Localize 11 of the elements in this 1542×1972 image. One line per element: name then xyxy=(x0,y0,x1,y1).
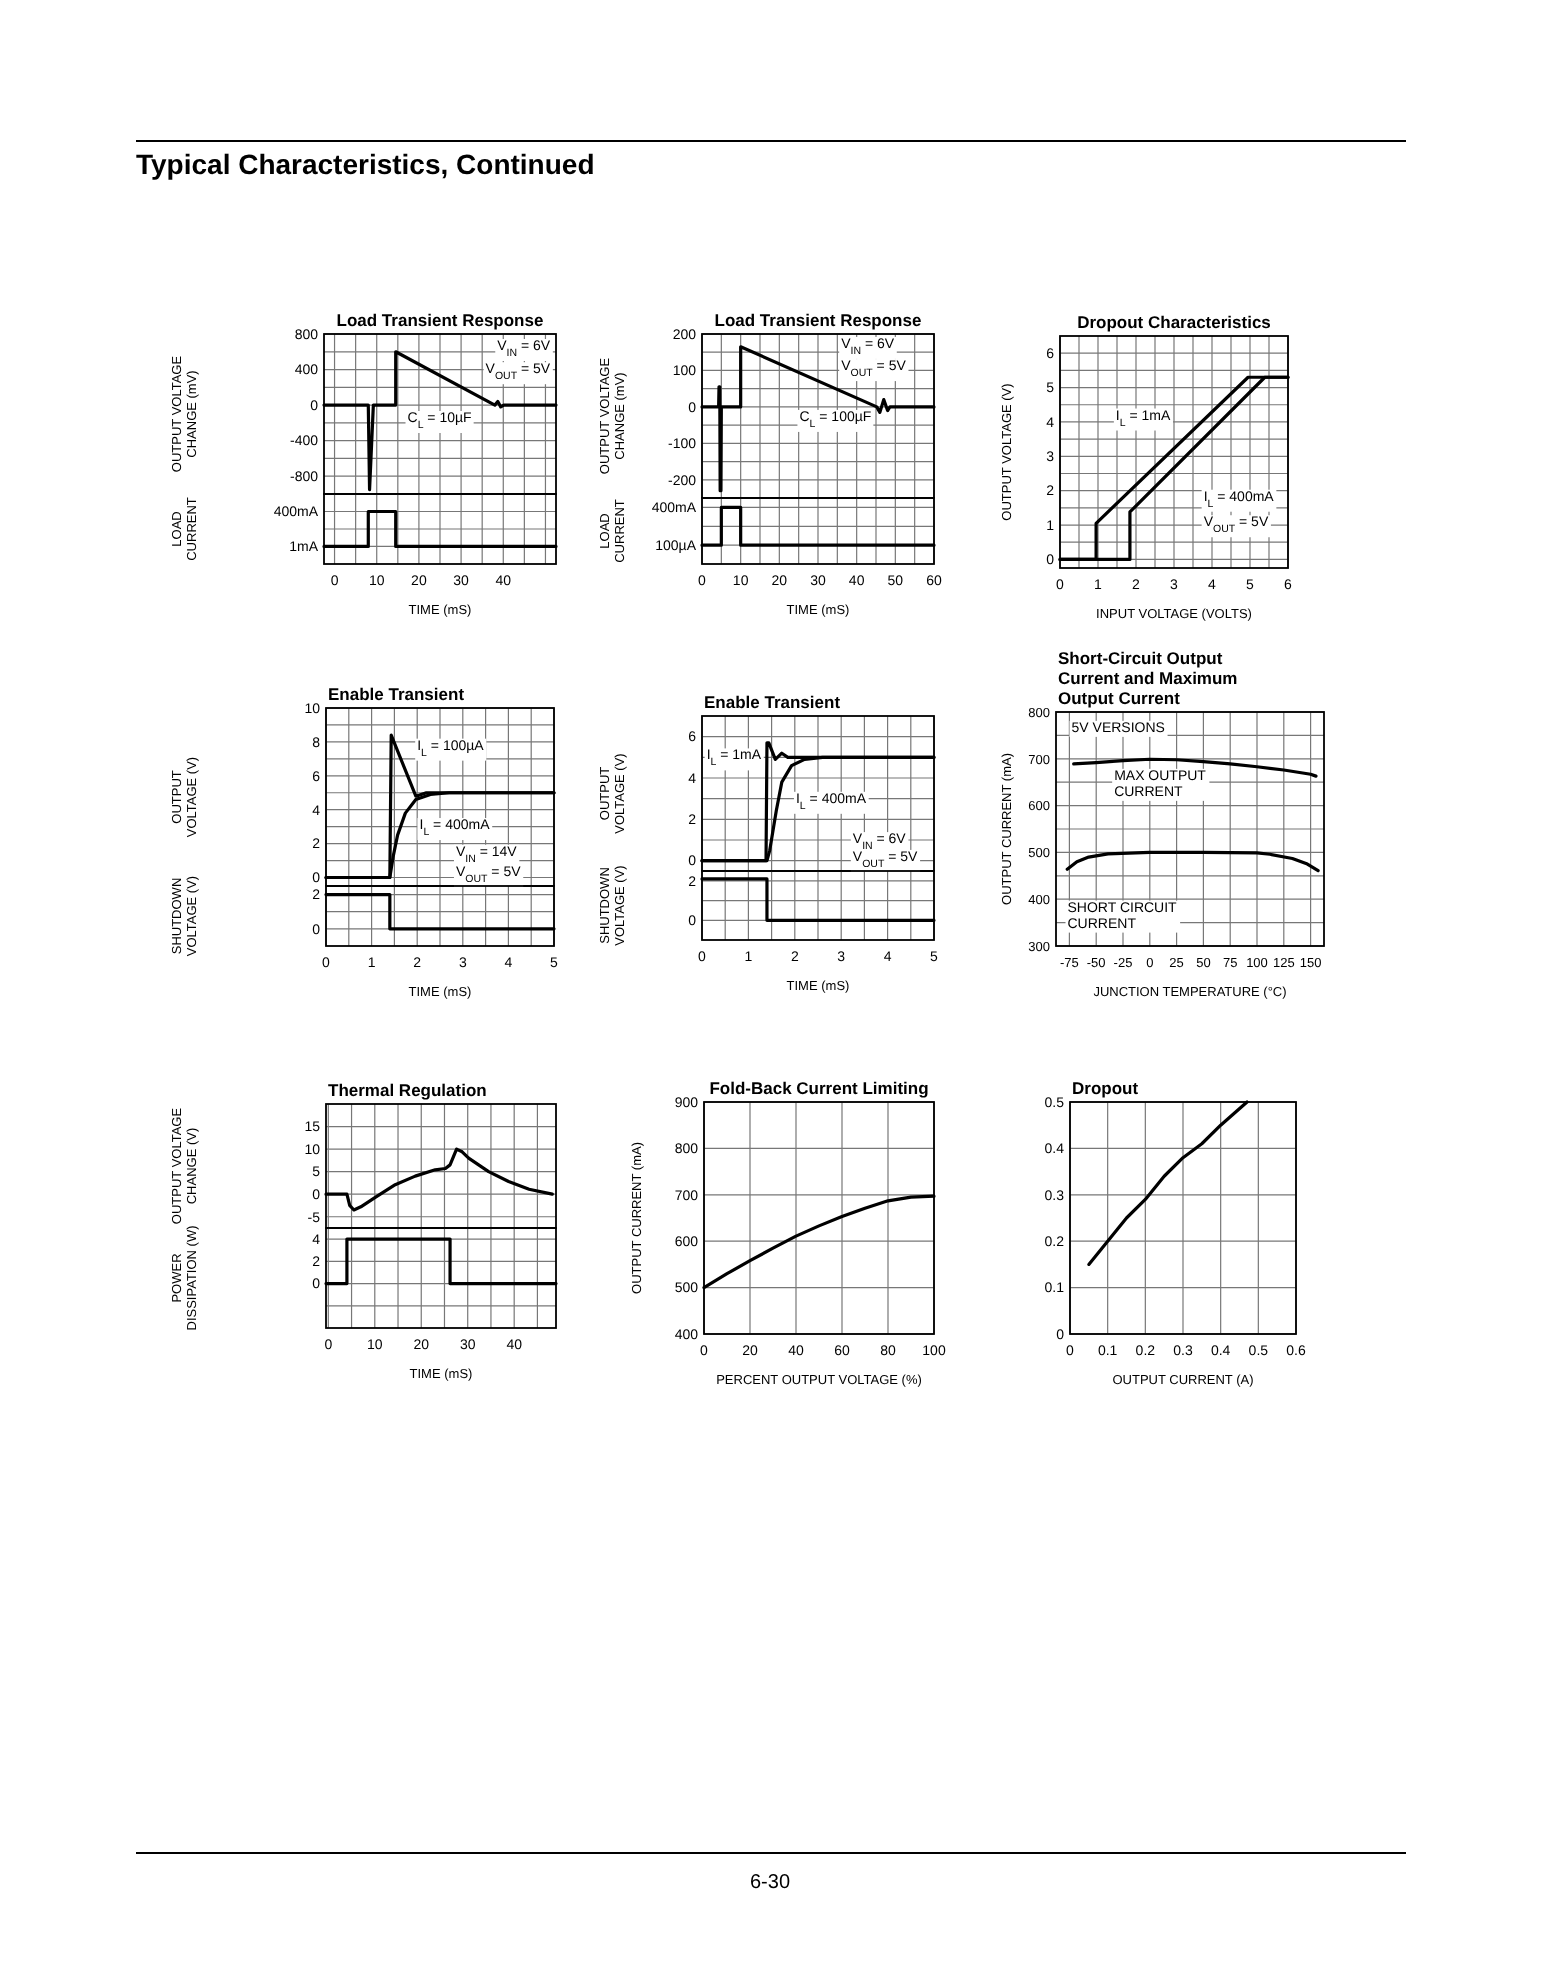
chart-title: Load Transient Response xyxy=(336,310,544,330)
chart-title: Thermal Regulation xyxy=(328,1080,487,1100)
chart-title: Enable Transient xyxy=(704,692,841,712)
text: Typical Characteristics, Continued xyxy=(136,148,595,180)
chart-title: Dropout Characteristics xyxy=(1077,312,1272,332)
chart-title: Fold-Back Current Limiting xyxy=(709,1078,929,1098)
chart-title: Enable Transient xyxy=(328,684,465,704)
text: 6-30 xyxy=(749,1872,791,1894)
chart-title: Short-Circuit Output Current and Maximum Output Current xyxy=(1058,648,1239,708)
chart-title: Dropout xyxy=(1072,1078,1139,1098)
chart-title: Load Transient Response xyxy=(714,310,922,330)
